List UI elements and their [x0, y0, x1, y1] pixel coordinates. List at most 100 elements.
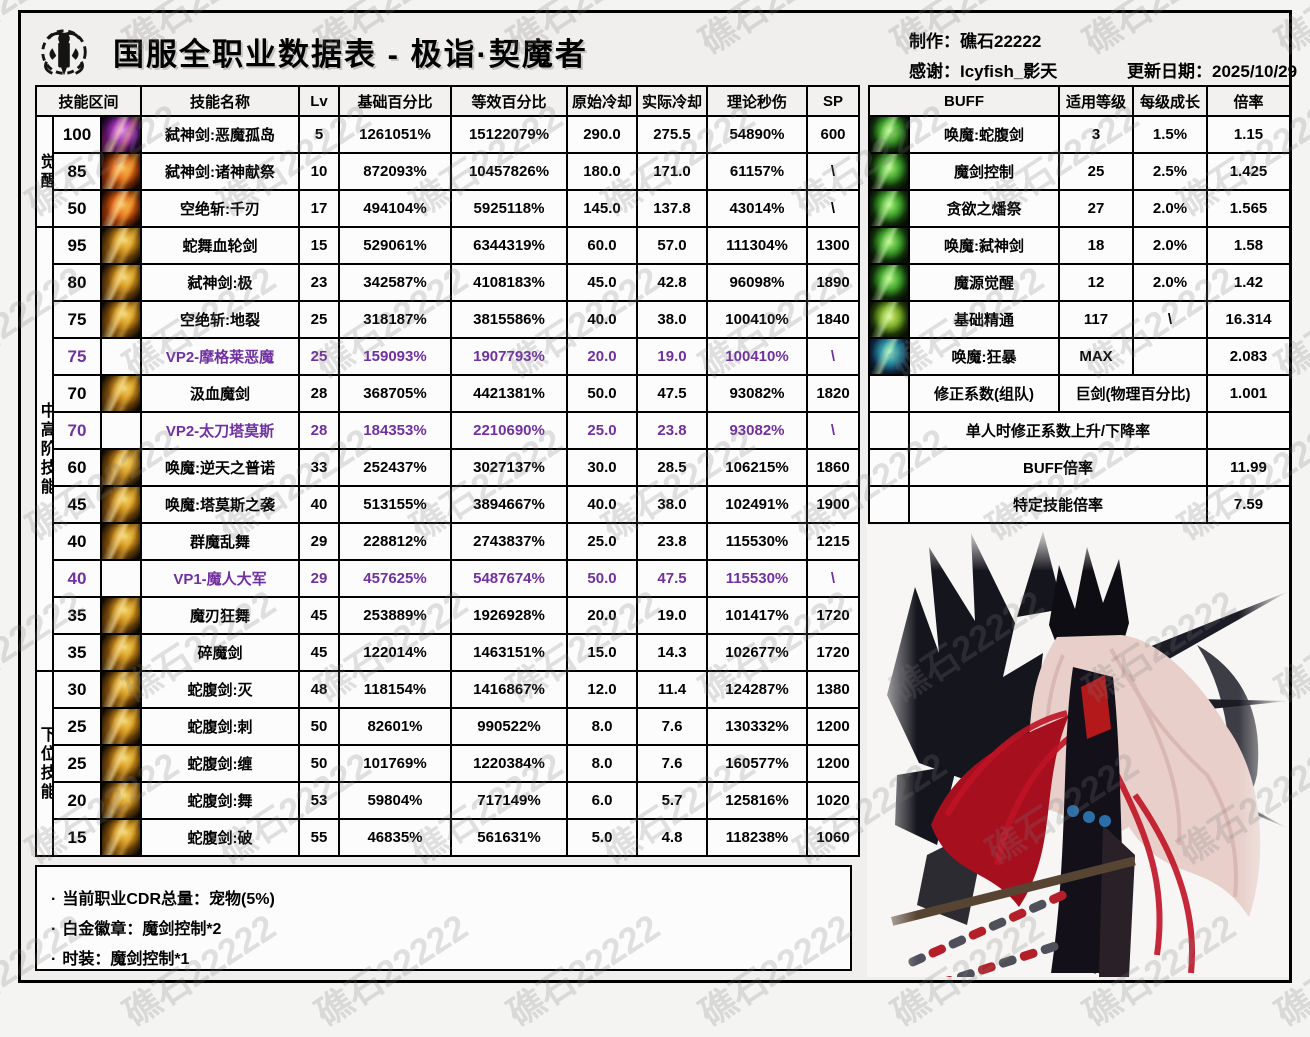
buff-icon-cell — [868, 337, 910, 376]
buff-rate: 2.083 — [1206, 337, 1291, 376]
skill-base-percent: 184353% — [338, 411, 452, 450]
skill-sp: \ — [806, 559, 860, 598]
notes-panel: 当前职业CDR总量：宠物(5%) 白金徽章：魔剑控制*2 时装：魔剑控制*1 — [35, 865, 852, 971]
buff-rate: 1.565 — [1206, 189, 1291, 228]
skill-cd-actual: 137.8 — [636, 189, 708, 228]
skill-name: 空绝斩:地裂 — [140, 300, 300, 339]
skill-range: 50 — [52, 189, 102, 228]
skill-base-percent: 159093% — [338, 337, 452, 376]
column-header: 每级成长 — [1132, 85, 1208, 117]
skill-name: 蛇腹剑:刺 — [140, 707, 300, 746]
buff-level: 18 — [1058, 226, 1134, 265]
skill-lv: 45 — [298, 596, 340, 635]
skill-group-cell: 下位技能 — [35, 670, 54, 857]
skill-icon-cell — [100, 744, 142, 783]
skill-cd-original: 5.0 — [566, 818, 638, 857]
skill-sp: 1200 — [806, 707, 860, 746]
skill-lv: 45 — [298, 633, 340, 672]
skill-icon — [103, 821, 139, 854]
skill-row: 70 VP2-太刀塔莫斯 28 184353% 2210690% 25.0 23.8 9308… — [36, 411, 860, 450]
skill-dps: 118238% — [706, 818, 808, 857]
skill-sp: 1890 — [806, 263, 860, 302]
skill-name: 空绝斩:千刃 — [140, 189, 300, 228]
column-header: Lv — [298, 85, 340, 117]
skill-range: 40 — [52, 522, 102, 561]
page-title: 国服全职业数据表 - 极诣·契魔者 — [113, 37, 588, 72]
skill-row: 25 蛇腹剑:缠 50 101769% 1220384% 8.0 7.6 160577% 120… — [36, 744, 860, 783]
skill-base-percent: 872093% — [338, 152, 452, 191]
skill-icon-cell — [100, 189, 142, 228]
buff-level: 27 — [1058, 189, 1134, 228]
skill-dps: 124287% — [706, 670, 808, 709]
buff-icon-cell — [868, 300, 910, 339]
skill-row: 中高阶技能 95 蛇舞血轮剑 15 529061% 6344319% 60.0 57.0 111… — [35, 226, 860, 672]
skill-sp: 1860 — [806, 448, 860, 487]
skill-lv: 29 — [298, 522, 340, 561]
skill-base-percent: 1261051% — [338, 115, 452, 154]
buff-icon-cell — [868, 152, 910, 191]
skill-lv: 5 — [298, 115, 340, 154]
skill-icon-cell — [100, 707, 142, 746]
skill-icon-cell — [100, 633, 142, 672]
skill-range: 80 — [52, 263, 102, 302]
skill-icon-cell — [100, 559, 142, 598]
buff-row: 唤魔:蛇腹剑 3 1.5% 1.15 — [868, 115, 1291, 154]
skill-base-percent: 228812% — [338, 522, 452, 561]
skill-range: 35 — [52, 633, 102, 672]
thanks-credit: 感谢：Icyfish_影天 — [909, 62, 1058, 81]
skill-icon-cell — [100, 337, 142, 376]
skill-range: 75 — [52, 337, 102, 376]
buff-icon — [871, 155, 907, 188]
buff-extra-rate — [1206, 411, 1291, 450]
skill-icon-cell — [100, 300, 142, 339]
skill-cd-original: 25.0 — [566, 411, 638, 450]
skill-lv: 28 — [298, 374, 340, 413]
skill-sp: 1300 — [806, 226, 860, 265]
skill-cd-original: 45.0 — [566, 263, 638, 302]
skill-icon — [103, 673, 139, 706]
skill-sp: \ — [806, 189, 860, 228]
skill-sp: 1900 — [806, 485, 860, 524]
note-item: 时装：魔剑控制*1 — [51, 945, 850, 969]
skill-header-row: 技能区间 技能名称 Lv 基础百分比 等效百分比 原始冷却 实际冷却 理论秒伤 SP — [35, 85, 860, 117]
skill-cd-original: 6.0 — [566, 781, 638, 820]
skill-cd-original: 145.0 — [566, 189, 638, 228]
skill-dps: 102491% — [706, 485, 808, 524]
buff-icon-cell — [868, 115, 910, 154]
skill-range: 70 — [52, 411, 102, 450]
skill-cd-actual: 171.0 — [636, 152, 708, 191]
skill-cd-original: 15.0 — [566, 633, 638, 672]
skill-icon-cell — [100, 670, 142, 709]
skill-icon — [103, 525, 139, 558]
skill-cd-actual: 38.0 — [636, 300, 708, 339]
skill-icon — [103, 636, 139, 669]
skill-table: 技能区间 技能名称 Lv 基础百分比 等效百分比 原始冷却 实际冷却 理论秒伤 SP 觉醒 100 弑… — [35, 85, 860, 857]
buff-growth: \ — [1132, 300, 1208, 339]
skill-cd-original: 50.0 — [566, 559, 638, 598]
buff-extra-name: 修正系数(组队) — [908, 374, 1060, 413]
column-header: 等效百分比 — [450, 85, 568, 117]
skill-icon — [103, 747, 139, 780]
skill-name: 唤魔:逆天之普诺 — [140, 448, 300, 487]
skill-base-percent: 494104% — [338, 189, 452, 228]
skill-equiv-percent: 1416867% — [450, 670, 568, 709]
skill-lv: 28 — [298, 411, 340, 450]
skill-name: 蛇腹剑:灭 — [140, 670, 300, 709]
column-header: 实际冷却 — [636, 85, 708, 117]
buff-row: 魔源觉醒 12 2.0% 1.42 — [868, 263, 1291, 302]
skill-equiv-percent: 1926928% — [450, 596, 568, 635]
skill-icon — [103, 118, 139, 151]
skill-base-percent: 122014% — [338, 633, 452, 672]
buff-name: 贪欲之燔祭 — [908, 189, 1060, 228]
skill-equiv-percent: 10457826% — [450, 152, 568, 191]
skill-cd-actual: 23.8 — [636, 522, 708, 561]
skill-sp: 1840 — [806, 300, 860, 339]
buff-icon-cell — [868, 263, 910, 302]
skill-range: 95 — [52, 226, 102, 265]
skill-equiv-percent: 1463151% — [450, 633, 568, 672]
skill-range: 20 — [52, 781, 102, 820]
column-header-buff: BUFF — [868, 85, 1060, 117]
skill-icon-cell — [100, 226, 142, 265]
skill-cd-actual: 38.0 — [636, 485, 708, 524]
buff-icon — [871, 303, 907, 336]
